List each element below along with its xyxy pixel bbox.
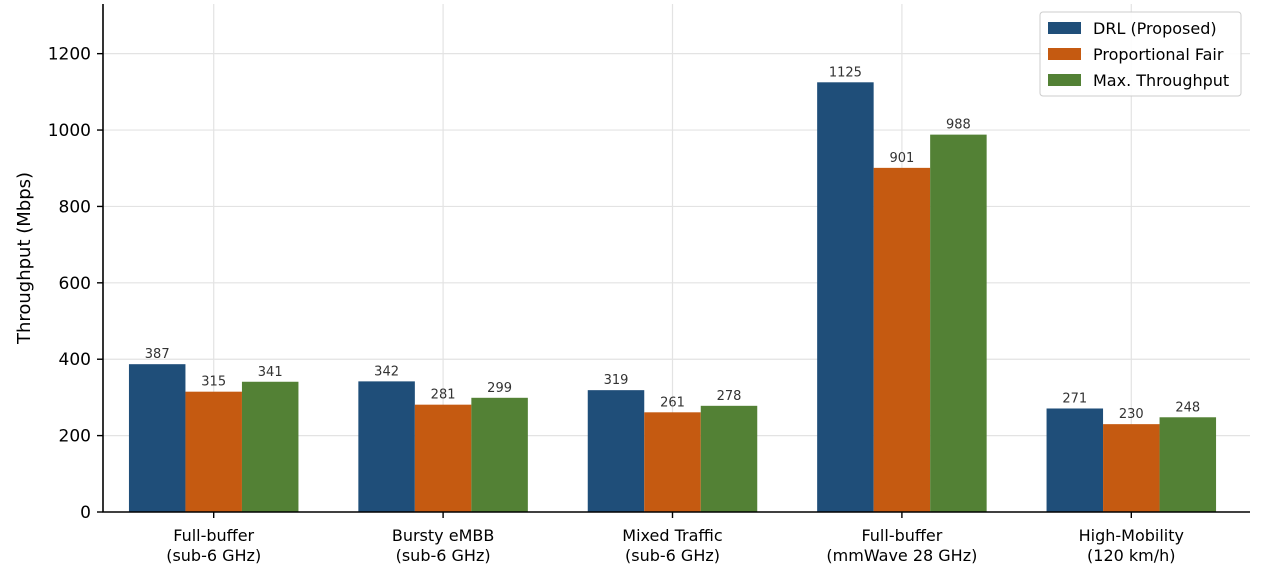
bar xyxy=(414,404,472,512)
y-tick-label: 1000 xyxy=(48,121,91,141)
bar-value-label: 901 xyxy=(889,151,914,166)
x-tick-label: Full-buffer (sub-6 GHz) xyxy=(166,526,261,565)
bar-value-label: 271 xyxy=(1062,391,1087,406)
legend-label: Max. Throughput xyxy=(1093,71,1229,90)
bar xyxy=(930,134,987,512)
bar-value-label: 248 xyxy=(1175,400,1200,415)
y-tick-label: 800 xyxy=(59,197,91,217)
bars xyxy=(128,82,1217,512)
legend-swatch xyxy=(1048,74,1081,86)
bar-value-label: 342 xyxy=(374,364,399,379)
axes xyxy=(102,4,1250,513)
x-tick-label: Full-buffer (mmWave 28 GHz) xyxy=(826,526,977,565)
x-tick-label: Bursty eMBB (sub-6 GHz) xyxy=(392,526,494,565)
bar-value-label: 281 xyxy=(431,388,456,403)
legend-swatch xyxy=(1048,48,1081,60)
y-axis-title: Throughput (Mbps) xyxy=(14,172,35,345)
bar-value-label: 278 xyxy=(717,389,742,404)
bar-value-label: 387 xyxy=(145,347,170,362)
bar-value-label: 988 xyxy=(946,118,971,133)
y-axis-ticks: 0 200 400 600 800 1000 1200 xyxy=(48,45,103,523)
legend-box xyxy=(1039,11,1242,97)
y-tick-label: 1200 xyxy=(48,45,91,65)
y-tick-label: 0 xyxy=(80,503,91,523)
bar xyxy=(700,405,758,512)
bar xyxy=(873,167,931,512)
x-axis-ticks: Full-buffer (sub-6 GHz) Bursty eMBB (sub-6 … xyxy=(166,512,1184,565)
bar xyxy=(587,390,645,512)
bar xyxy=(1159,417,1217,512)
x-tick-label: Mixed Traffic (sub-6 GHz) xyxy=(622,526,722,565)
bar xyxy=(358,381,415,512)
legend-swatch xyxy=(1048,22,1081,34)
bar-value-label: 1125 xyxy=(829,65,862,80)
bar xyxy=(644,412,701,512)
bar xyxy=(128,364,186,512)
legend-label: Proportional Fair xyxy=(1093,45,1224,64)
bar-value-label: 341 xyxy=(258,365,283,380)
x-tick-label: High-Mobility (120 km/h) xyxy=(1079,526,1184,565)
bar xyxy=(817,82,874,512)
bar xyxy=(471,397,528,512)
bar-value-label: 299 xyxy=(487,381,512,396)
bar xyxy=(241,381,299,512)
bar-value-label: 261 xyxy=(660,395,685,410)
bar xyxy=(1103,424,1160,512)
bar xyxy=(185,391,242,512)
bar-value-label: 230 xyxy=(1119,407,1144,422)
legend: DRL (Proposed) Proportional Fair Max. Thro… xyxy=(1039,11,1242,97)
y-tick-label: 600 xyxy=(59,274,91,294)
bar-value-label: 319 xyxy=(604,373,629,388)
legend-label: DRL (Proposed) xyxy=(1093,19,1217,38)
y-tick-label: 200 xyxy=(59,427,91,447)
y-tick-label: 400 xyxy=(59,350,91,370)
bar-value-labels: 387 342 319 1125 271 315 281 261 901 230 341 299 278… xyxy=(145,65,1200,422)
bar-value-label: 315 xyxy=(201,375,226,390)
bar xyxy=(1046,408,1104,512)
